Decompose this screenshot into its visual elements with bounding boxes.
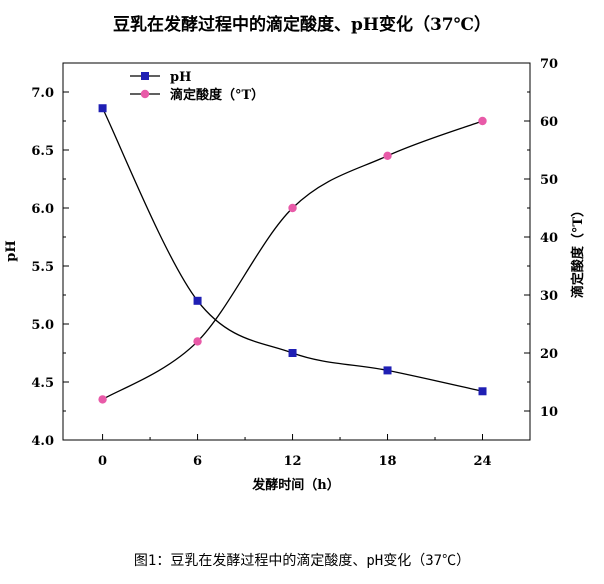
left-tick-label: 4.5 — [31, 376, 54, 391]
y-axis-label-left: pH — [4, 240, 19, 261]
plot-frame — [62, 62, 531, 441]
right-tick-label: 60 — [540, 115, 558, 130]
chart: 豆乳在发酵过程中的滴定酸度、pH变化（37℃） 4.0 4.5 5.0 5.5 6.0 6… — [4, 14, 586, 493]
chart-title: 豆乳在发酵过程中的滴定酸度、pH变化（37℃） — [113, 14, 491, 35]
left-axis: 4.0 4.5 5.0 5.5 6.0 6.5 7.0 — [31, 86, 69, 449]
acidity-point — [478, 116, 487, 126]
right-tick-label: 10 — [540, 405, 558, 420]
left-tick-label: 5.5 — [31, 260, 54, 275]
left-tick-label: 6.5 — [31, 144, 54, 159]
acidity-point — [288, 203, 297, 213]
legend-item-ph: pH — [130, 70, 191, 85]
x-tick-label: 0 — [98, 454, 107, 469]
ph-point — [288, 349, 297, 357]
ph-point — [193, 296, 202, 305]
series-line-acidity — [102, 120, 483, 400]
x-tick-label: 6 — [193, 454, 202, 469]
right-tick-label: 70 — [540, 57, 558, 72]
legend-label-acidity: 滴定酸度（°T） — [170, 87, 264, 103]
figure-caption: 图1：豆乳在发酵过程中的滴定酸度、pH变化（37℃） — [133, 553, 471, 569]
right-tick-label: 20 — [540, 347, 558, 362]
acidity-point — [383, 151, 392, 160]
right-tick-label: 50 — [540, 173, 558, 188]
legend: pH 滴定酸度（°T） — [130, 70, 264, 103]
legend-item-acidity: 滴定酸度（°T） — [130, 87, 264, 103]
right-axis: 10 20 30 40 50 60 70 — [524, 57, 558, 441]
left-tick-label: 7.0 — [31, 86, 54, 101]
x-tick-label: 12 — [283, 454, 301, 469]
x-axis: 0 6 12 18 24 — [98, 434, 492, 469]
right-tick-label: 30 — [540, 289, 558, 304]
series-points-acidity — [98, 116, 487, 404]
series-points-ph — [98, 104, 487, 396]
ph-point — [383, 366, 392, 375]
acidity-point — [193, 337, 202, 346]
x-tick-label: 24 — [473, 454, 491, 469]
ph-point — [98, 104, 107, 113]
legend-label-ph: pH — [170, 70, 191, 85]
legend-marker-circle — [140, 89, 150, 99]
left-tick-label: 5.0 — [31, 318, 54, 333]
y-axis-label-right: 滴定酸度（°T） — [570, 204, 586, 298]
right-tick-label: 40 — [540, 231, 558, 246]
x-tick-label: 18 — [378, 454, 396, 469]
x-axis-label: 发酵时间（h） — [251, 477, 339, 493]
left-tick-label: 4.0 — [31, 434, 54, 449]
legend-marker-square — [141, 72, 149, 80]
ph-point — [478, 387, 487, 396]
series-line-ph — [101, 107, 483, 392]
left-tick-label: 6.0 — [31, 202, 54, 217]
acidity-point — [98, 395, 107, 404]
